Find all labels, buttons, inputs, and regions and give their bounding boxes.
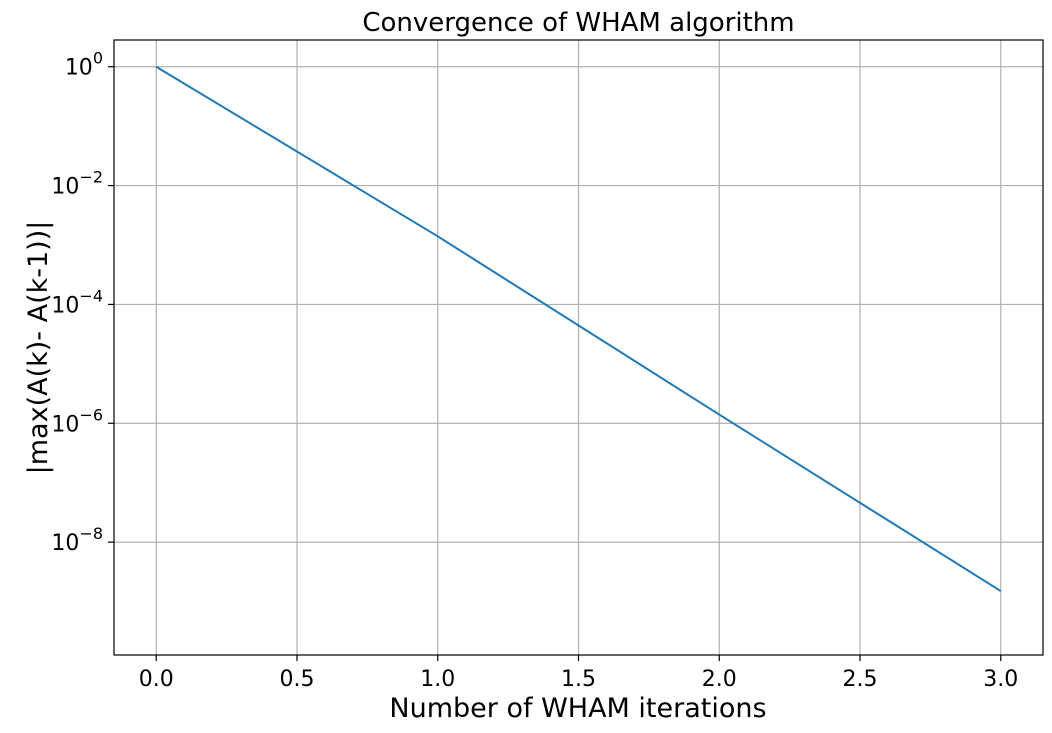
y-tick-base: 10 (65, 56, 93, 81)
y-tick-base: 10 (51, 412, 79, 437)
y-tick-exponent: −2 (79, 168, 103, 187)
y-tick-base: 10 (51, 293, 79, 318)
series-line (155, 65, 1002, 592)
y-tick-exponent: −6 (79, 405, 103, 424)
x-axis-label: Number of WHAM iterations (389, 693, 766, 724)
chart-title: Convergence of WHAM algorithm (362, 8, 794, 38)
x-tick-label: 0.0 (139, 667, 174, 692)
y-tick-label: 100 (65, 49, 103, 81)
y-tick-exponent: −4 (79, 286, 103, 305)
x-tick-label: 2.5 (843, 667, 878, 692)
y-tick-base: 10 (51, 531, 79, 556)
x-tick-label: 1.0 (420, 667, 455, 692)
y-tick-label: 10−2 (51, 168, 103, 200)
y-tick-exponent: 0 (93, 49, 103, 68)
x-tick-label: 1.5 (561, 667, 596, 692)
y-tick-base: 10 (51, 175, 79, 200)
y-tick-label: 10−6 (51, 405, 103, 437)
y-axis-label: |max(A(k)- A(k-1))| (23, 221, 54, 475)
grid-layer (114, 40, 1043, 655)
x-tick-label: 2.0 (702, 667, 737, 692)
x-tick-label: 0.5 (279, 667, 314, 692)
y-tick-label: 10−4 (51, 286, 103, 318)
series-layer (155, 65, 1002, 592)
x-tick-label: 3.0 (983, 667, 1018, 692)
y-tick-label: 10−8 (51, 524, 103, 556)
y-tick-exponent: −8 (79, 524, 103, 543)
